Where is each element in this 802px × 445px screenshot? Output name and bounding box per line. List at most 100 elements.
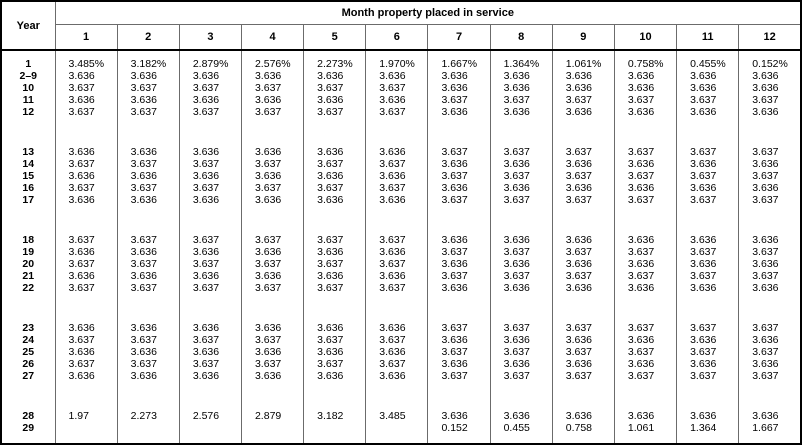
rate-cell: 3.637: [489, 246, 553, 258]
rate-cell: 3.636: [116, 270, 180, 282]
rate-cell: 3.485%: [54, 50, 118, 70]
rate-cell: 3.636: [676, 70, 739, 82]
rate-cell: 3.636: [551, 182, 615, 194]
rate-cell: 3.637: [54, 334, 118, 346]
rate-cell: 3.637: [178, 182, 242, 194]
rate-cell: 3.636: [613, 158, 677, 170]
month-header: 3: [178, 24, 242, 51]
rate-cell: 3.637: [303, 234, 366, 246]
rate-cell: 3.636: [489, 158, 553, 170]
rate-cell: 3.637: [613, 146, 677, 158]
rate-cell: 3.636: [178, 246, 242, 258]
rate-cell: [303, 422, 366, 434]
rate-cell: 3.636: [54, 70, 118, 82]
spacer-cell: [489, 118, 553, 146]
table-row: 27 3.636 3.636 3.636 3.636 3.636 3.636 3.637 3.6…: [1, 370, 801, 382]
year-cell: 28: [22, 410, 35, 422]
rate-cell: 3.637: [54, 158, 118, 170]
rate-cell: 3.637: [54, 182, 118, 194]
rate-cell: 3.636: [54, 94, 118, 106]
rate-cell: 3.637: [178, 334, 242, 346]
spacer-cell: [551, 382, 615, 410]
rate-cell: 3.636: [676, 82, 739, 94]
table-row: 25 3.636 3.636 3.636 3.636 3.636 3.636 3.637 3.6…: [1, 346, 801, 358]
month-header: 7: [427, 24, 491, 51]
year-column-header: Year: [1, 1, 56, 51]
rate-cell: 3.636: [676, 258, 739, 270]
spacer-cell: [116, 294, 180, 322]
spacer-cell: [1, 206, 55, 234]
rate-cell: 3.636: [303, 170, 366, 182]
rate-cell: 3.637: [303, 334, 366, 346]
group-header-row: Year Month property placed in service: [1, 1, 801, 51]
rate-cell: 3.636: [738, 82, 801, 94]
year-cell: 26: [22, 358, 35, 370]
rate-cell: 3.637: [613, 346, 677, 358]
rate-cell: 3.637: [116, 182, 180, 194]
month-header: 4: [240, 24, 304, 51]
rate-cell: 3.636: [427, 82, 491, 94]
table-row: 21 3.636 3.636 3.636 3.636 3.636 3.636 3.637 3.6…: [1, 270, 801, 282]
spacer-cell: [365, 294, 428, 322]
month-header: 5: [303, 24, 366, 51]
rate-cell: 3.636: [551, 334, 615, 346]
spacer-cell: [427, 434, 491, 444]
rate-cell: 3.636: [613, 82, 677, 94]
rate-cell: 3.636: [116, 170, 180, 182]
month-header: 11: [676, 24, 739, 51]
rate-cell: 3.637: [489, 270, 553, 282]
spacer-cell: [427, 118, 491, 146]
spacer-cell: [1, 382, 55, 410]
spacer-cell: [613, 382, 677, 410]
rate-cell: 3.637: [489, 322, 553, 334]
year-cell: 2–9: [19, 70, 38, 82]
rate-cell: [54, 422, 118, 434]
rate-cell: 3.637: [178, 258, 242, 270]
rate-cell: 2.879%: [178, 50, 242, 70]
spacer-cell: [676, 206, 739, 234]
rate-cell: 3.636: [365, 146, 428, 158]
rate-cell: 3.637: [676, 322, 739, 334]
rate-cell: 3.637: [240, 82, 304, 94]
rate-cell: 3.636: [613, 334, 677, 346]
rate-cell: 1.061: [613, 422, 677, 434]
spacer-cell: [738, 382, 801, 410]
rate-cell: 3.636: [240, 246, 304, 258]
rate-cell: 0.758: [551, 422, 615, 434]
spacer-cell: [551, 118, 615, 146]
rate-cell: 3.636: [303, 70, 366, 82]
rate-cell: 3.636: [427, 106, 491, 118]
rate-cell: 2.879: [240, 410, 304, 422]
rate-cell: 3.637: [427, 270, 491, 282]
year-cell: 10: [22, 82, 35, 94]
rate-cell: 3.636: [738, 106, 801, 118]
rate-cell: 3.637: [116, 258, 180, 270]
rate-cell: 3.636: [676, 106, 739, 118]
rate-cell: 3.636: [54, 270, 118, 282]
rate-cell: 1.667%: [427, 50, 491, 70]
rate-cell: 3.636: [240, 94, 304, 106]
rate-cell: 3.637: [365, 106, 428, 118]
rate-cell: 3.636: [613, 410, 677, 422]
rate-cell: 3.636: [178, 270, 242, 282]
rate-cell: 3.636: [240, 270, 304, 282]
rate-cell: 3.636: [303, 146, 366, 158]
rate-cell: 3.636: [738, 282, 801, 294]
spacer-cell: [240, 206, 304, 234]
year-cell: 13: [22, 146, 35, 158]
rate-cell: 3.637: [178, 158, 242, 170]
rate-cell: 3.636: [427, 182, 491, 194]
rate-cell: 3.637: [240, 258, 304, 270]
rate-cell: 3.636: [365, 370, 428, 382]
rate-cell: 3.636: [303, 246, 366, 258]
rate-cell: 3.636: [178, 322, 242, 334]
rate-cell: 3.637: [738, 346, 801, 358]
rate-cell: 3.636: [489, 106, 553, 118]
rate-cell: 3.636: [365, 270, 428, 282]
rate-cell: 3.637: [489, 194, 553, 206]
rate-cell: 3.637: [116, 234, 180, 246]
rate-cell: [240, 422, 304, 434]
year-cell: 20: [22, 258, 35, 270]
rate-cell: 3.636: [489, 358, 553, 370]
rate-cell: 3.636: [178, 170, 242, 182]
